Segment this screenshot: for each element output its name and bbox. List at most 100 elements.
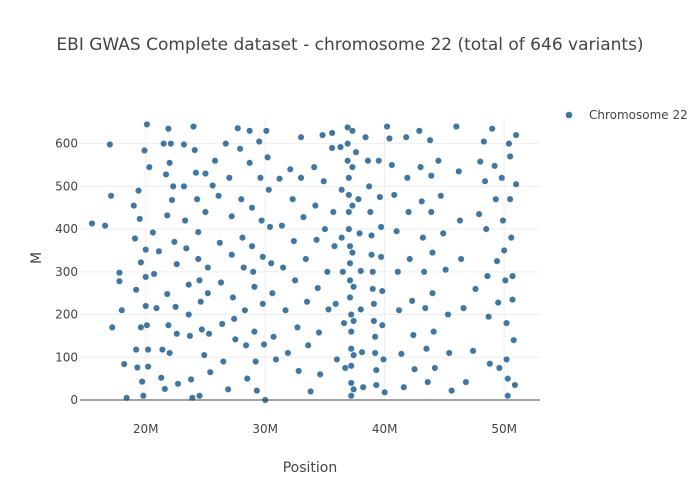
data-point[interactable] (205, 330, 213, 338)
data-point[interactable] (222, 140, 230, 147)
data-point[interactable] (248, 242, 256, 250)
data-point[interactable] (139, 392, 147, 400)
data-point[interactable] (161, 385, 169, 393)
data-point[interactable] (279, 264, 287, 271)
data-point[interactable] (159, 346, 166, 353)
data-point[interactable] (185, 311, 193, 318)
data-point[interactable] (357, 306, 365, 313)
data-point[interactable] (243, 375, 251, 382)
data-point[interactable] (88, 220, 96, 227)
data-point[interactable] (488, 125, 496, 133)
data-point[interactable] (402, 133, 410, 141)
data-point[interactable] (369, 268, 377, 276)
data-point[interactable] (427, 172, 435, 180)
data-point[interactable] (460, 304, 467, 312)
data-point[interactable] (375, 157, 383, 165)
data-point[interactable] (194, 228, 202, 236)
data-point[interactable] (462, 378, 470, 386)
data-point[interactable] (173, 260, 181, 268)
data-point[interactable] (228, 251, 236, 259)
data-point[interactable] (370, 300, 378, 308)
data-point[interactable] (484, 272, 491, 280)
data-point[interactable] (475, 210, 483, 218)
data-point[interactable] (372, 381, 380, 389)
data-point[interactable] (345, 191, 353, 199)
data-point[interactable] (378, 321, 386, 329)
data-point[interactable] (136, 215, 144, 223)
data-point[interactable] (365, 183, 373, 190)
data-point[interactable] (249, 268, 257, 276)
data-point[interactable] (289, 195, 297, 203)
data-point[interactable] (369, 285, 377, 293)
data-point[interactable] (512, 180, 520, 188)
data-point[interactable] (319, 131, 326, 139)
data-point[interactable] (395, 306, 403, 314)
data-point[interactable] (380, 356, 387, 363)
data-point[interactable] (419, 234, 427, 241)
data-point[interactable] (191, 146, 199, 154)
data-point[interactable] (366, 208, 374, 216)
data-point[interactable] (377, 223, 385, 231)
data-point[interactable] (345, 225, 353, 233)
data-point[interactable] (503, 319, 510, 327)
data-point[interactable] (312, 202, 319, 209)
data-point[interactable] (303, 298, 311, 306)
data-point[interactable] (512, 131, 520, 139)
data-point[interactable] (378, 287, 386, 295)
data-point[interactable] (493, 257, 501, 265)
data-point[interactable] (204, 264, 212, 271)
data-point[interactable] (197, 298, 205, 306)
data-point[interactable] (504, 375, 512, 382)
data-point[interactable] (321, 225, 329, 233)
data-point[interactable] (237, 195, 245, 203)
data-point[interactable] (138, 378, 146, 385)
data-point[interactable] (226, 174, 233, 182)
data-point[interactable] (160, 140, 167, 147)
data-point[interactable] (266, 223, 274, 231)
data-point[interactable] (263, 127, 270, 135)
data-point[interactable] (297, 174, 305, 182)
data-point[interactable] (196, 277, 203, 284)
data-point[interactable] (427, 208, 435, 216)
data-point[interactable] (472, 285, 479, 293)
data-point[interactable] (352, 148, 360, 156)
data-point[interactable] (142, 246, 150, 253)
data-point[interactable] (486, 360, 494, 368)
data-point[interactable] (246, 127, 254, 135)
data-point[interactable] (344, 140, 351, 147)
data-point[interactable] (168, 196, 176, 204)
data-point[interactable] (344, 124, 351, 131)
data-point[interactable] (502, 277, 509, 284)
data-point[interactable] (398, 350, 405, 358)
data-point[interactable] (141, 147, 148, 154)
data-point[interactable] (200, 351, 208, 359)
data-point[interactable] (500, 247, 508, 254)
data-point[interactable] (418, 197, 426, 205)
data-point[interactable] (142, 302, 150, 310)
data-point[interactable] (316, 371, 324, 378)
data-point[interactable] (423, 345, 430, 353)
data-point[interactable] (272, 356, 280, 363)
data-point[interactable] (187, 376, 195, 383)
data-point[interactable] (276, 175, 283, 183)
data-point[interactable] (107, 192, 115, 200)
data-point[interactable] (108, 324, 116, 331)
data-point[interactable] (259, 300, 267, 308)
data-point[interactable] (228, 212, 236, 220)
data-point[interactable] (192, 169, 200, 177)
data-point[interactable] (333, 356, 341, 363)
data-point[interactable] (437, 192, 445, 200)
data-point[interactable] (106, 141, 114, 148)
data-point[interactable] (356, 230, 363, 237)
data-point[interactable] (130, 202, 138, 209)
data-point[interactable] (420, 268, 428, 276)
data-point[interactable] (406, 255, 414, 263)
data-point[interactable] (304, 341, 312, 349)
data-point[interactable] (241, 306, 249, 314)
data-point[interactable] (394, 268, 402, 276)
data-point[interactable] (216, 239, 224, 247)
data-point[interactable] (265, 186, 273, 194)
data-point[interactable] (202, 208, 209, 216)
data-point[interactable] (350, 317, 357, 325)
data-point[interactable] (153, 304, 160, 312)
